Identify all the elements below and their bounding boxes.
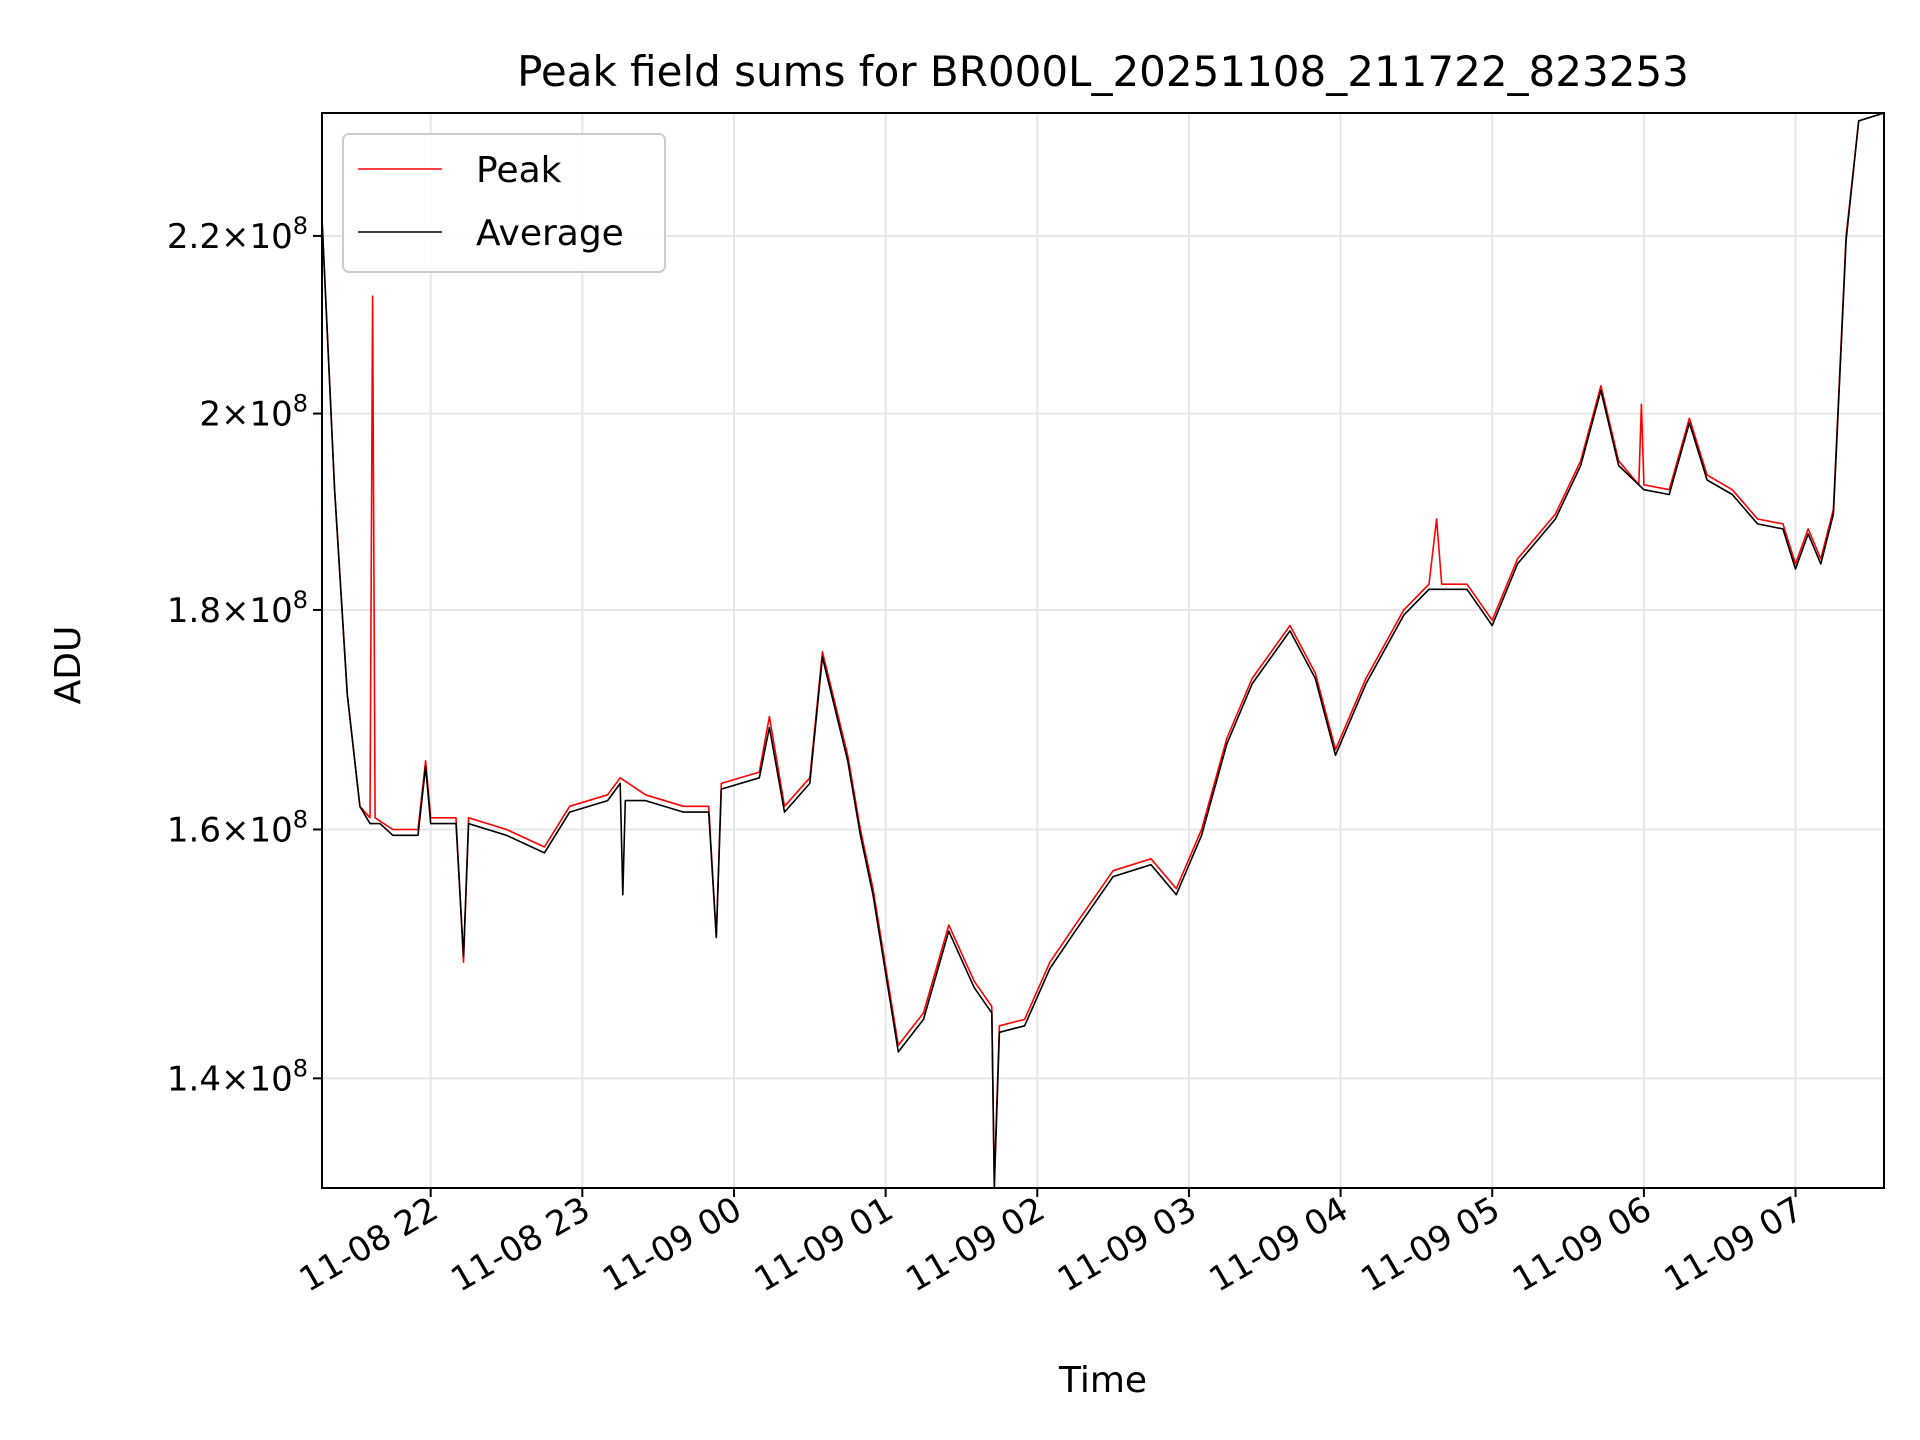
x-tick-label: 11-09 04 bbox=[1203, 1189, 1355, 1300]
y-tick-exponent: 8 bbox=[293, 212, 308, 240]
legend-label-average: Average bbox=[476, 213, 624, 254]
x-tick-label: 11-09 02 bbox=[899, 1189, 1051, 1300]
chart-title: Peak field sums for BR000L_20251108_2117… bbox=[517, 47, 1689, 96]
series-lines bbox=[321, 112, 1885, 1189]
y-tick-exponent: 8 bbox=[293, 805, 308, 833]
legend-label-peak: Peak bbox=[476, 150, 562, 191]
y-axis-label: ADU bbox=[48, 626, 89, 705]
y-tick-label: 2×108 bbox=[199, 390, 308, 435]
y-tick-label: 2.2×108 bbox=[167, 212, 308, 257]
y-tick-mantissa: 1.6×10 bbox=[167, 810, 293, 850]
x-tick-label: 11-09 00 bbox=[596, 1189, 748, 1300]
y-tick-mantissa: 2×10 bbox=[199, 395, 292, 435]
y-tick-label: 1.6×108 bbox=[167, 805, 308, 850]
series-line-peak bbox=[321, 112, 1885, 1182]
x-tick-label: 11-08 23 bbox=[444, 1189, 596, 1300]
y-tick-exponent: 8 bbox=[293, 1054, 308, 1082]
y-tick-mantissa: 2.2×10 bbox=[167, 217, 293, 257]
series-line-average bbox=[321, 112, 1885, 1189]
grid-lines bbox=[322, 113, 1884, 1188]
y-tick-label: 1.4×108 bbox=[167, 1054, 308, 1099]
x-tick-label: 11-09 05 bbox=[1354, 1189, 1506, 1300]
y-tick-label: 1.8×108 bbox=[167, 586, 308, 631]
y-tick-mantissa: 1.4×10 bbox=[167, 1059, 293, 1099]
x-tick-label: 11-09 01 bbox=[748, 1189, 900, 1300]
plot-frame bbox=[321, 112, 1885, 1189]
x-tick-label: 11-09 07 bbox=[1658, 1189, 1810, 1300]
y-tick-exponent: 8 bbox=[293, 390, 308, 418]
x-axis-ticks: 11-08 22 11-08 23 11-09 00 11-09 01 11-09 02… bbox=[293, 1188, 1810, 1300]
y-tick-mantissa: 1.8×10 bbox=[167, 591, 293, 631]
x-tick-label: 11-09 03 bbox=[1051, 1189, 1203, 1300]
y-tick-exponent: 8 bbox=[293, 586, 308, 614]
x-axis-label: Time bbox=[1058, 1360, 1147, 1401]
x-tick-label: 11-09 06 bbox=[1506, 1189, 1658, 1300]
x-tick-label: 11-08 22 bbox=[293, 1189, 445, 1300]
legend: Peak Average bbox=[342, 133, 666, 273]
